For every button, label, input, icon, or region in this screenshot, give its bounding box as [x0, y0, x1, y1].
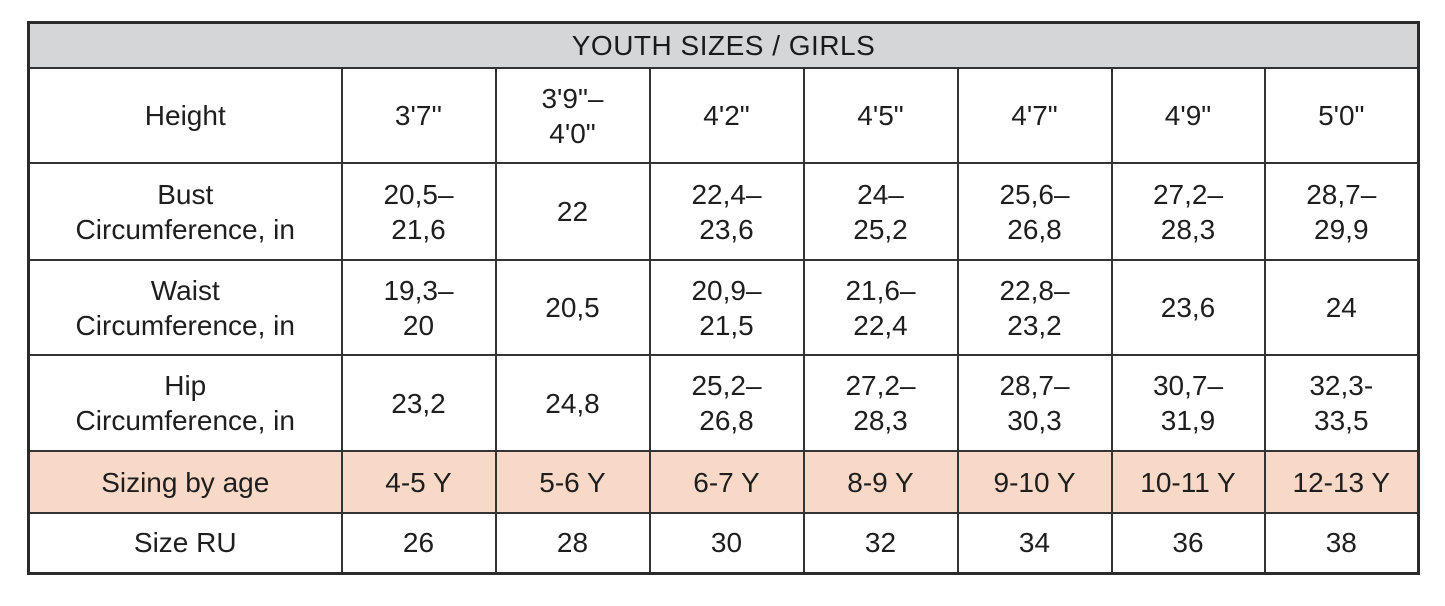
table-title: YOUTH SIZES / GIRLS [27, 21, 1420, 69]
height-value: 4'9" [1110, 67, 1266, 164]
hip-value: 25,2– 26,8 [648, 354, 805, 452]
age-value: 6-7 Y [648, 450, 805, 514]
size-ru-value: 34 [956, 512, 1113, 574]
table-row-bust: Bust Circumference, in 20,5– 21,6 22 22,… [27, 162, 1420, 261]
age-value: 8-9 Y [802, 450, 959, 514]
hip-value: 27,2– 28,3 [802, 354, 959, 452]
size-chart-container: YOUTH SIZES / GIRLS Height 3'7'' 3'9"– 4… [27, 21, 1421, 575]
row-label-bust: Bust Circumference, in [27, 162, 343, 261]
row-label-size-ru: Size RU [27, 512, 343, 574]
age-value: 9-10 Y [956, 450, 1113, 514]
bust-value: 24– 25,2 [802, 162, 959, 261]
table-row-size-ru: Size RU 26 28 30 32 34 36 38 [27, 512, 1420, 574]
height-value: 4'2" [648, 67, 805, 164]
table-row-sizing-by-age: Sizing by age 4-5 Y 5-6 Y 6-7 Y 8-9 Y 9-… [27, 450, 1420, 514]
bust-value: 27,2– 28,3 [1110, 162, 1266, 261]
table-header-row: YOUTH SIZES / GIRLS [27, 21, 1420, 69]
size-ru-value: 26 [340, 512, 497, 574]
girls-youth-size-table: YOUTH SIZES / GIRLS Height 3'7'' 3'9"– 4… [27, 21, 1421, 575]
size-ru-value: 38 [1263, 512, 1420, 574]
hip-value: 32,3- 33,5 [1263, 354, 1420, 452]
row-label-sizing-by-age: Sizing by age [27, 450, 343, 514]
waist-value: 21,6– 22,4 [802, 259, 959, 356]
hip-value: 23,2 [340, 354, 497, 452]
bust-value: 28,7– 29,9 [1263, 162, 1420, 261]
size-ru-value: 32 [802, 512, 959, 574]
height-value: 4'5" [802, 67, 959, 164]
waist-value: 20,9– 21,5 [648, 259, 805, 356]
height-value: 3'7'' [340, 67, 497, 164]
height-value: 5'0" [1263, 67, 1420, 164]
waist-value: 20,5 [494, 259, 651, 356]
row-label-height: Height [27, 67, 343, 164]
bust-value: 20,5– 21,6 [340, 162, 497, 261]
waist-value: 19,3– 20 [340, 259, 497, 356]
hip-value: 24,8 [494, 354, 651, 452]
waist-value: 24 [1263, 259, 1420, 356]
waist-value: 23,6 [1110, 259, 1266, 356]
row-label-hip: Hip Circumference, in [27, 354, 343, 452]
bust-value: 22 [494, 162, 651, 261]
hip-value: 28,7– 30,3 [956, 354, 1113, 452]
age-value: 12-13 Y [1263, 450, 1420, 514]
age-value: 4-5 Y [340, 450, 497, 514]
table-row-height: Height 3'7'' 3'9"– 4'0" 4'2" 4'5" 4'7" 4… [27, 67, 1420, 164]
row-label-waist: Waist Circumference, in [27, 259, 343, 356]
bust-value: 22,4– 23,6 [648, 162, 805, 261]
age-value: 10-11 Y [1110, 450, 1266, 514]
height-value: 3'9"– 4'0" [494, 67, 651, 164]
age-value: 5-6 Y [494, 450, 651, 514]
size-ru-value: 28 [494, 512, 651, 574]
size-ru-value: 30 [648, 512, 805, 574]
bust-value: 25,6– 26,8 [956, 162, 1113, 261]
size-ru-value: 36 [1110, 512, 1266, 574]
hip-value: 30,7– 31,9 [1110, 354, 1266, 452]
height-value: 4'7" [956, 67, 1113, 164]
table-row-hip: Hip Circumference, in 23,2 24,8 25,2– 26… [27, 354, 1420, 452]
table-row-waist: Waist Circumference, in 19,3– 20 20,5 20… [27, 259, 1420, 356]
waist-value: 22,8– 23,2 [956, 259, 1113, 356]
